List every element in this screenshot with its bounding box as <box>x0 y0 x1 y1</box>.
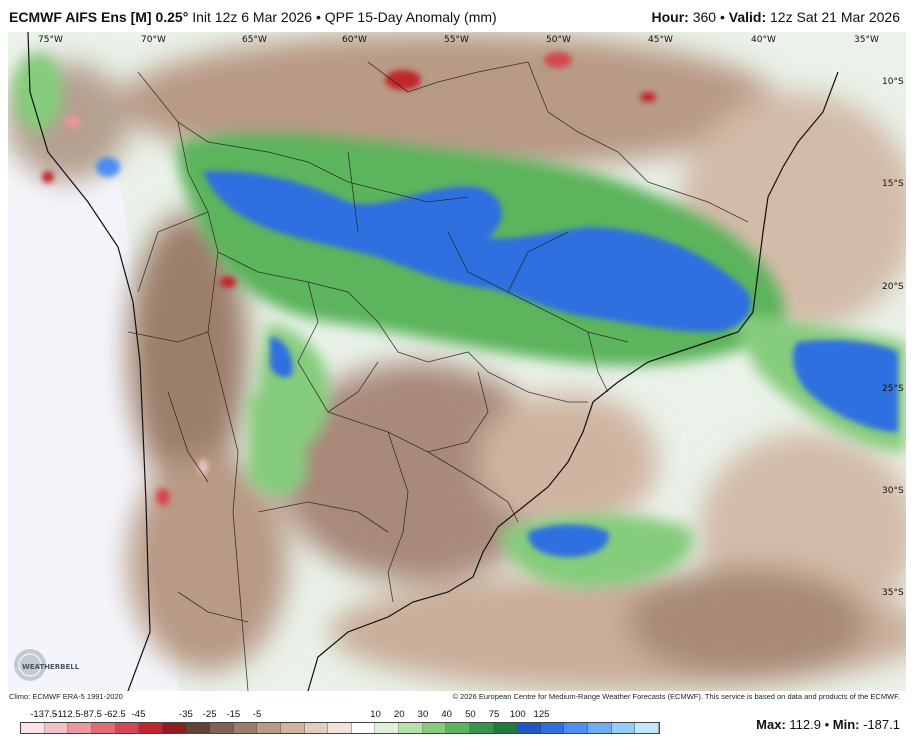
map-canvas: 75°W 70°W 65°W 60°W 55°W 50°W 45°W 40°W … <box>8 32 906 691</box>
colorbar-tick-label: -87.5 <box>80 709 102 720</box>
colorbar-swatch <box>635 723 659 733</box>
colorbar-tick-label: 75 <box>488 709 500 720</box>
colorbar-swatch <box>564 723 588 733</box>
lat-label: 15°S <box>882 179 904 189</box>
lon-label: 75°W <box>38 35 63 45</box>
lat-label: 30°S <box>882 486 904 496</box>
colorbar-swatch <box>493 723 518 733</box>
colorbar-swatch <box>44 723 69 733</box>
colorbar-swatch <box>422 723 447 733</box>
colorbar-tick-label: -45 <box>131 709 146 720</box>
colorbar-swatch <box>351 723 376 733</box>
colorbar-swatch <box>611 723 636 733</box>
colorbar-tick-label: 20 <box>393 709 405 720</box>
colorbar-tick-label: 30 <box>417 709 429 720</box>
colorbar-swatch <box>162 723 187 733</box>
min-value: -187.1 <box>863 717 900 732</box>
lon-label: 35°W <box>854 35 879 45</box>
lat-label: 25°S <box>882 384 904 394</box>
colorbar-swatch <box>68 723 92 733</box>
lon-label: 55°W <box>444 35 469 45</box>
lon-label: 40°W <box>751 35 776 45</box>
climo-note: Climo: ECMWF ERA-5 1991-2020 <box>9 692 123 701</box>
valid-label: Valid: <box>728 9 767 25</box>
colorbar-swatch <box>517 723 541 733</box>
map-title: ECMWF AIFS Ens [M] 0.25° Init 12z 6 Mar … <box>9 9 497 25</box>
colorbar-tick-label: 50 <box>465 709 476 720</box>
colorbar-swatch <box>540 723 565 733</box>
colorbar-tick-label: -112.5 <box>54 709 81 720</box>
max-value: 112.9 <box>789 717 821 732</box>
model-name: ECMWF AIFS Ens [M] 0.25 <box>9 9 183 25</box>
colorbar-tick-label: -25 <box>202 709 217 720</box>
colorbar-tick-label: -5 <box>252 709 262 720</box>
colorbar-tick-label: -62.5 <box>103 709 126 720</box>
lon-label: 50°W <box>546 35 571 45</box>
logo-text: WEATHERBELL <box>22 663 80 671</box>
lat-label: 35°S <box>882 588 904 598</box>
max-min-readout: Max: 112.9 • Min: -187.1 <box>756 717 900 732</box>
copyright-note: © 2026 European Centre for Medium-Range … <box>452 692 900 701</box>
valid-info: Hour: 360 • Valid: 12z Sat 21 Mar 2026 <box>651 9 901 25</box>
header: ECMWF AIFS Ens [M] 0.25° Init 12z 6 Mar … <box>0 0 914 32</box>
hour-value: 360 <box>692 9 717 25</box>
colorbar-labels: -137.5 -112.5 -87.5 -62.5 -45 -35 -25 -15 -5 10 20… <box>20 709 660 721</box>
colorbar-swatch <box>304 723 329 733</box>
colorbar-swatch <box>91 723 116 733</box>
max-label: Max: <box>756 717 786 732</box>
init-time: Init 12z 6 Mar 2026 <box>192 9 313 25</box>
min-label: Min: <box>832 717 860 732</box>
colorbar-tick-label: 40 <box>441 709 452 720</box>
colorbar-swatch <box>446 723 470 733</box>
latitude-labels: 10°S 15°S 20°S 25°S 30°S 35°S <box>882 77 904 598</box>
colorbar-swatch <box>115 723 140 733</box>
weatherbell-logo: WEATHERBELL <box>12 647 90 683</box>
colorbar-tick-label: -137.5 <box>30 709 58 720</box>
colorbar-swatch <box>257 723 281 733</box>
lat-label: 10°S <box>882 77 904 87</box>
colorbar-tick-label: -35 <box>179 709 193 720</box>
colorbar-swatch <box>186 723 210 733</box>
colorbar-tick-label: 10 <box>370 709 381 720</box>
anomaly-map[interactable]: 75°W 70°W 65°W 60°W 55°W 50°W 45°W 40°W … <box>8 32 906 691</box>
colorbar-tick-label: 125 <box>533 709 550 720</box>
lat-label: 20°S <box>882 282 904 292</box>
colorbar-swatch <box>280 723 305 733</box>
colorbar-swatch <box>21 723 45 733</box>
colorbar-swatch <box>469 723 494 733</box>
lon-label: 70°W <box>141 35 166 45</box>
colorbar-tick-label: 100 <box>509 709 526 720</box>
colorbar-tick-label: -15 <box>226 709 241 720</box>
colorbar-swatch <box>328 723 352 733</box>
colorbar-swatch <box>375 723 399 733</box>
hour-label: Hour: <box>651 9 689 25</box>
colorbar-swatch <box>588 723 612 733</box>
product-name: QPF 15-Day Anomaly (mm) <box>324 9 497 25</box>
lon-label: 45°W <box>648 35 673 45</box>
colorbar-swatch <box>210 723 234 733</box>
colorbar <box>20 722 660 734</box>
colorbar-swatch <box>139 723 163 733</box>
colorbar-swatch <box>233 723 258 733</box>
colorbar-swatch <box>399 723 423 733</box>
longitude-labels: 75°W 70°W 65°W 60°W 55°W 50°W 45°W 40°W … <box>38 35 879 45</box>
lon-label: 65°W <box>242 35 267 45</box>
lon-label: 60°W <box>342 35 367 45</box>
valid-value: 12z Sat 21 Mar 2026 <box>770 9 900 25</box>
